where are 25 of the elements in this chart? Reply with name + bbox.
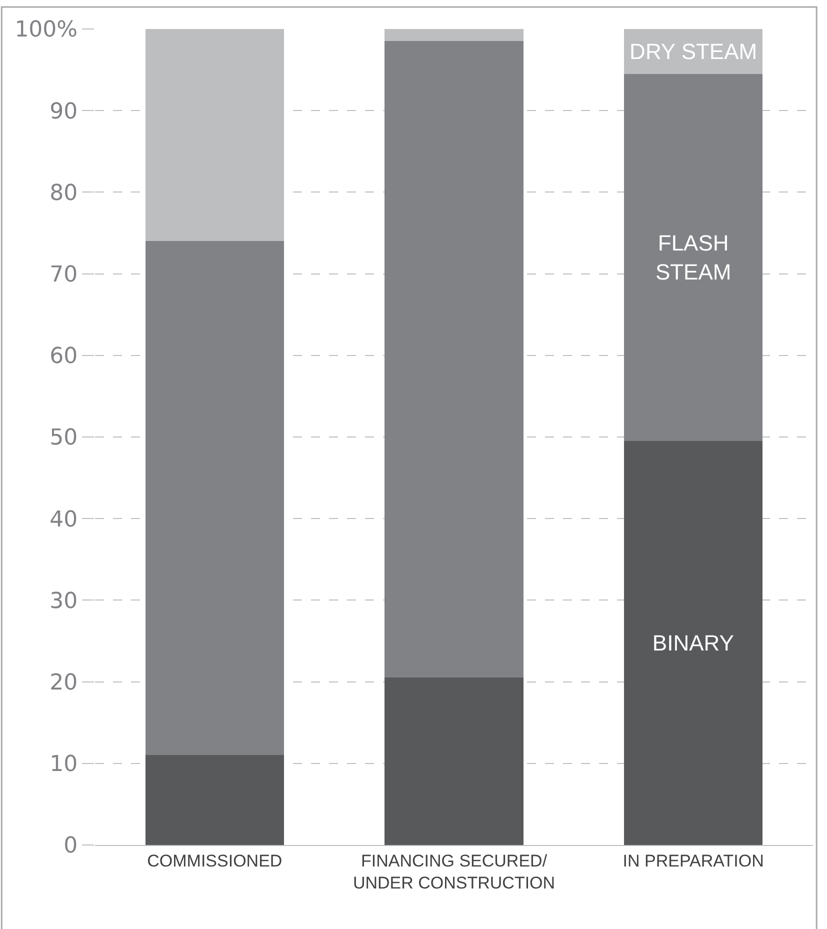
y-tick-label: 50 [50,426,78,451]
bar [624,74,763,442]
series-label: FLASH STEAM [655,230,732,284]
series-label: DRY STEAM [630,38,758,64]
bar [145,755,284,845]
y-tick-label: 0 [64,834,78,859]
y-tick-label: 40 [50,507,78,532]
bar [145,241,284,756]
y-tick-label: 60 [50,344,78,370]
y-tick-label: 80 [50,180,78,206]
x-tick-label: COMMISSIONED [147,851,282,870]
bar [145,29,284,242]
y-tick-label: 100% [14,18,78,43]
y-tick-label: 30 [50,588,78,614]
x-tick-label: FINANCING SECURED/ UNDER CONSTRUCTION [352,851,556,892]
bar [624,441,763,845]
y-tick-label: 20 [50,670,78,696]
bar [384,41,524,678]
y-tick-label: 70 [50,262,78,288]
bar [384,29,524,42]
series-label: BINARY [652,630,734,656]
bar [384,678,524,845]
y-tick-label: 10 [50,752,78,778]
y-tick-label: 90 [50,99,78,124]
x-tick-label: IN PREPARATION [622,851,764,870]
